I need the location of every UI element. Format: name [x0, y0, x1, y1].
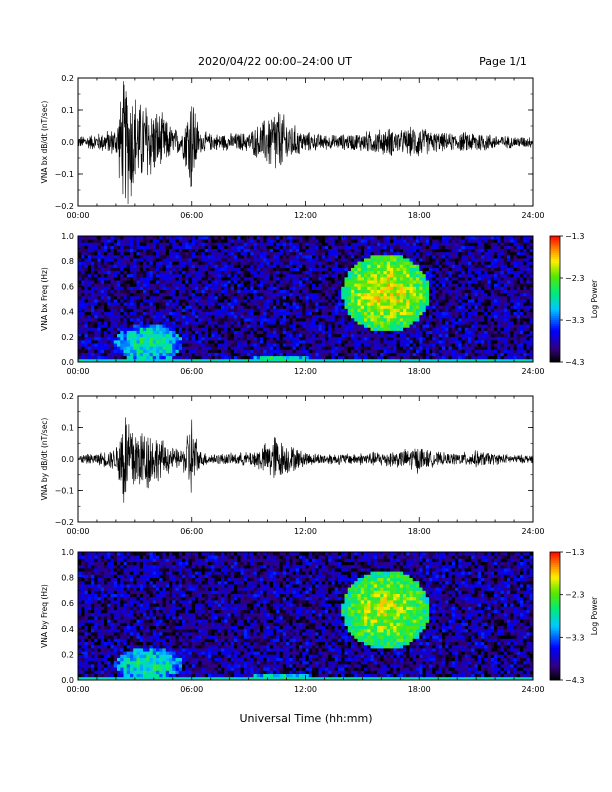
y-tick-label: 0.1: [61, 424, 74, 433]
x-tick-label: 24:00: [521, 367, 544, 376]
x-tick-label: 00:00: [66, 685, 89, 694]
x-tick-label: 18:00: [408, 367, 431, 376]
y-tick-label: 0.0: [61, 138, 74, 147]
y-tick-label: 0.0: [61, 455, 74, 464]
colorbar-tick-label: −4.3: [565, 358, 584, 367]
panel-by-waveform: 00:00 06:00 12:00 18:00 24:00 −0.2 −0.1 0.0 0.1 0…: [40, 392, 545, 536]
waveform-series: [78, 81, 533, 204]
x-tick-label: 24:00: [521, 527, 544, 536]
spectrogram-cells: [78, 552, 533, 680]
x-tick-label: 18:00: [408, 527, 431, 536]
y-tick-label: −0.1: [55, 170, 74, 179]
y-tick-label: 0.6: [61, 599, 74, 608]
y-tick-label: 0.4: [61, 625, 74, 634]
y-tick-label: 0.8: [61, 574, 74, 583]
colorbar-label: Log Power: [590, 279, 599, 318]
colorbar-tick-label: −2.3: [565, 274, 584, 283]
x-tick-label: 18:00: [408, 685, 431, 694]
y-tick-label: −0.2: [55, 518, 74, 527]
panel-bx-spectrogram: 00:00 06:00 12:00 18:00 24:00 0.0 0.2 0.4 0.6 0.8…: [40, 232, 599, 376]
x-tick-label: 06:00: [180, 685, 203, 694]
y-tick-label: 0.0: [61, 358, 74, 367]
panel-bx-waveform: 00:00 06:00 12:00 18:00 24:00 −0.2 −0.1 0.0 0.1 0…: [40, 74, 545, 220]
y-tick-label: 0.2: [61, 392, 74, 401]
header-date-range: 2020/04/22 00:00–24:00 UT: [198, 55, 352, 68]
colorbar-label: Log Power: [590, 596, 599, 635]
y-axis-label: VNA bx Freq (Hz): [40, 267, 49, 331]
panel-by-spectrogram: 00:00 06:00 12:00 18:00 24:00 0.0 0.2 0.4 0.6 0.8…: [40, 548, 599, 694]
spectrogram-cells: [78, 236, 533, 362]
colorbar: −1.3 −2.3 −3.3 −4.3 Log Power: [550, 232, 599, 367]
x-tick-label: 06:00: [180, 211, 203, 220]
x-tick-label: 12:00: [294, 211, 317, 220]
x-tick-label: 00:00: [66, 527, 89, 536]
colorbar-tick-label: −2.3: [565, 591, 584, 600]
y-tick-label: 0.2: [61, 650, 74, 659]
x-tick-label: 12:00: [294, 367, 317, 376]
y-tick-label: 1.0: [61, 548, 74, 557]
y-axis-label: VNA bx dB/dt (nT/sec): [40, 101, 49, 184]
x-tick-label: 00:00: [66, 367, 89, 376]
y-tick-label: 0.8: [61, 257, 74, 266]
y-tick-label: 0.4: [61, 308, 74, 317]
x-axis-title: Universal Time (hh:mm): [240, 712, 373, 725]
y-axis-label: VNA by Freq (Hz): [40, 584, 49, 648]
y-tick-label: 0.0: [61, 676, 74, 685]
x-tick-label: 18:00: [408, 211, 431, 220]
x-tick-label: 00:00: [66, 211, 89, 220]
y-tick-label: −0.1: [55, 487, 74, 496]
header-page-number: Page 1/1: [479, 55, 527, 68]
y-tick-label: −0.2: [55, 202, 74, 211]
y-tick-label: 0.2: [61, 74, 74, 83]
colorbar-tick-label: −3.3: [565, 316, 584, 325]
y-tick-label: 0.2: [61, 333, 74, 342]
colorbar-tick-label: −1.3: [565, 548, 584, 557]
x-tick-label: 24:00: [521, 211, 544, 220]
x-tick-label: 24:00: [521, 685, 544, 694]
colorbar: −1.3 −2.3 −3.3 −4.3 Log Power: [550, 548, 599, 685]
x-tick-label: 06:00: [180, 527, 203, 536]
x-tick-label: 06:00: [180, 367, 203, 376]
y-tick-label: 0.6: [61, 282, 74, 291]
colorbar-tick-label: −1.3: [565, 232, 584, 241]
x-tick-label: 12:00: [294, 527, 317, 536]
x-tick-label: 12:00: [294, 685, 317, 694]
y-tick-label: 1.0: [61, 232, 74, 241]
colorbar-tick-label: −4.3: [565, 676, 584, 685]
waveform-series: [78, 417, 533, 502]
y-axis-label: VNA by dB/dt (nT/sec): [40, 418, 49, 501]
y-tick-label: 0.1: [61, 106, 74, 115]
colorbar-tick-label: −3.3: [565, 633, 584, 642]
